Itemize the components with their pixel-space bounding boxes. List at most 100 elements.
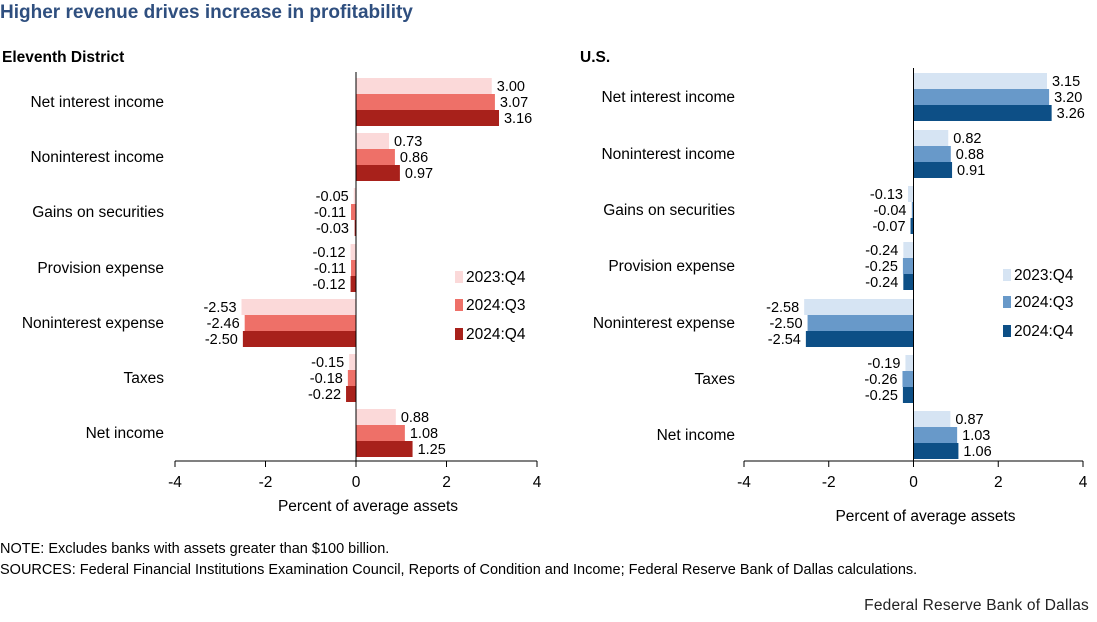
legend-label-2024-q3: 2024:Q3: [466, 297, 525, 314]
legend-swatch-2023-q4: [455, 271, 463, 283]
value-label: 0.91: [957, 163, 985, 179]
x-axis-label: Percent of average assets: [835, 508, 1015, 525]
bar-gains-on-securities-2024-q3: [911, 202, 914, 218]
value-label: 1.06: [963, 444, 991, 460]
bar-gains-on-securities-2023-q4: [907, 186, 914, 202]
value-label: -2.54: [768, 332, 801, 348]
value-label: 0.87: [955, 412, 983, 428]
bar-net-income-2023-q4: [356, 409, 396, 425]
value-label: -0.25: [865, 388, 898, 404]
legend-swatch-2024-q4: [1003, 325, 1011, 337]
value-label: 3.16: [504, 111, 532, 127]
value-label: -0.25: [865, 259, 898, 275]
credit-text: Federal Reserve Bank of Dallas: [864, 597, 1089, 614]
bar-noninterest-expense-2024-q4: [242, 331, 356, 347]
category-label-noninterest-income: Noninterest income: [30, 149, 164, 166]
value-label: -2.50: [770, 316, 803, 332]
value-label: -0.24: [865, 243, 898, 259]
category-label-net-income: Net income: [657, 427, 735, 444]
panel-eleventh-district: Eleventh District Net interest income 3.00…: [2, 49, 542, 515]
bar-taxes-2024-q3: [902, 371, 914, 387]
value-label: -0.26: [864, 372, 897, 388]
category-label-noninterest-expense: Noninterest expense: [22, 315, 164, 332]
bar-provision-expense-2024-q4: [350, 276, 356, 292]
value-label: 1.03: [962, 428, 990, 444]
category-label-provision-expense: Provision expense: [37, 260, 164, 277]
value-label: -2.50: [205, 332, 238, 348]
value-label: -0.18: [310, 371, 343, 387]
bar-gains-on-securities-2023-q4: [353, 188, 356, 204]
legend-label-2024-q4: 2024:Q4: [1014, 323, 1074, 340]
value-label: -2.53: [203, 300, 236, 316]
value-label: -0.12: [313, 245, 346, 261]
bar-net-income-2024-q4: [913, 443, 959, 459]
bar-net-interest-income-2024-q3: [913, 89, 1050, 105]
bar-provision-expense-2023-q4: [903, 242, 914, 258]
value-label: -0.11: [314, 261, 346, 277]
value-label: 0.73: [394, 134, 422, 150]
bar-noninterest-income-2024-q4: [356, 165, 400, 181]
value-label: -2.46: [207, 316, 240, 332]
value-label: 0.88: [401, 410, 429, 426]
bar-net-income-2024-q3: [356, 425, 405, 441]
value-label: -0.12: [313, 277, 346, 293]
bar-noninterest-expense-2024-q4: [805, 331, 914, 347]
value-label: -0.19: [867, 356, 900, 372]
value-label: 0.97: [405, 166, 433, 182]
value-label: 1.08: [410, 426, 438, 442]
legend-label-2024-q4: 2024:Q4: [466, 326, 526, 343]
bar-gains-on-securities-2024-q4: [910, 218, 914, 234]
x-axis-label: Percent of average assets: [278, 498, 458, 515]
x-tick-label: 2: [442, 474, 451, 491]
legend-label-2023-q4: 2023:Q4: [1014, 267, 1074, 284]
value-label: 3.07: [500, 95, 528, 111]
value-label: -0.07: [872, 219, 905, 235]
category-label-taxes: Taxes: [695, 371, 736, 388]
bar-gains-on-securities-2024-q4: [354, 220, 357, 236]
x-tick-label: -2: [259, 474, 273, 491]
value-label: -0.13: [870, 187, 903, 203]
category-label-noninterest-income: Noninterest income: [601, 146, 735, 163]
x-tick-label: 0: [352, 474, 361, 491]
panel-title: U.S.: [580, 49, 610, 66]
bar-taxes-2023-q4: [349, 354, 356, 370]
panel-us: U.S. Net interest income 3.153.203.26 Nonin…: [580, 49, 1088, 525]
bar-net-income-2023-q4: [913, 411, 951, 427]
bar-noninterest-income-2024-q3: [913, 146, 951, 162]
bar-provision-expense-2024-q3: [351, 260, 356, 276]
note-text: NOTE: Excludes banks with assets greater…: [0, 541, 390, 557]
bar-net-interest-income-2024-q3: [356, 94, 495, 110]
bar-provision-expense-2024-q3: [902, 258, 914, 274]
bar-noninterest-expense-2023-q4: [241, 299, 356, 315]
bar-noninterest-expense-2024-q3: [807, 315, 914, 331]
legend-swatch-2023-q4: [1003, 269, 1011, 281]
x-tick-label: 2: [994, 474, 1003, 491]
bar-noninterest-income-2023-q4: [356, 133, 390, 149]
x-tick-label: 4: [533, 474, 542, 491]
category-label-net-interest-income: Net interest income: [30, 94, 164, 111]
value-label: 3.15: [1052, 74, 1080, 90]
bar-net-interest-income-2023-q4: [913, 73, 1047, 89]
chart-title: Higher revenue drives increase in profit…: [0, 2, 413, 23]
category-label-noninterest-expense: Noninterest expense: [593, 315, 735, 332]
value-label: 0.86: [400, 150, 428, 166]
value-label: 1.25: [418, 442, 446, 458]
bar-noninterest-expense-2023-q4: [804, 299, 914, 315]
value-label: 3.00: [497, 79, 525, 95]
bar-taxes-2023-q4: [905, 355, 914, 371]
legend-swatch-2024-q3: [455, 299, 463, 311]
bar-noninterest-income-2024-q4: [913, 162, 953, 178]
bar-net-income-2024-q3: [913, 427, 958, 443]
value-label: -0.22: [308, 387, 341, 403]
value-label: -0.03: [316, 221, 349, 237]
category-label-gains-on-securities: Gains on securities: [32, 204, 164, 221]
bar-provision-expense-2023-q4: [350, 244, 356, 260]
bar-gains-on-securities-2024-q3: [351, 204, 356, 220]
bar-noninterest-expense-2024-q3: [244, 315, 356, 331]
legend-label-2023-q4: 2023:Q4: [466, 269, 526, 286]
category-label-provision-expense: Provision expense: [608, 258, 735, 275]
x-tick-label: -4: [168, 474, 182, 491]
bar-provision-expense-2024-q4: [903, 274, 914, 290]
legend-swatch-2024-q3: [1003, 296, 1011, 308]
x-tick-label: -2: [822, 474, 836, 491]
